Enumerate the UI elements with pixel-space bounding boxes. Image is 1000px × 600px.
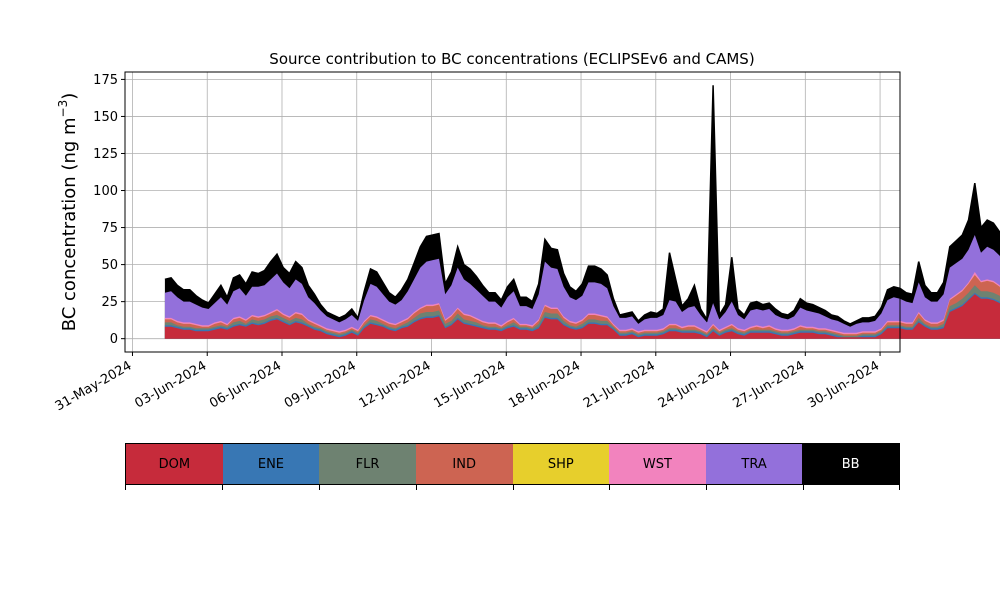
colorbar-tick — [512, 485, 514, 490]
y-tick-label: 125 — [93, 147, 118, 162]
colorbar-legend: DOM ENE FLR IND SHP WST TRA BB — [125, 443, 900, 485]
x-tick-label: 30-Jun-2024 — [805, 358, 882, 411]
x-tick-label: 27-Jun-2024 — [730, 358, 807, 411]
colorbar-ticks — [125, 485, 900, 491]
colorbar-tick — [899, 485, 900, 490]
y-tick-label: 150 — [93, 110, 118, 125]
y-axis-label-superscript: −3 — [56, 100, 70, 118]
x-tick-label: 15-Jun-2024 — [431, 358, 508, 411]
x-axis: 31-May-202403-Jun-202406-Jun-202409-Jun-… — [53, 352, 882, 414]
y-axis: 0 25 50 75 100 125 150 175 — [93, 73, 125, 347]
x-tick-label: 03-Jun-2024 — [132, 358, 209, 411]
chart-title: Source contribution to BC concentrations… — [269, 50, 754, 68]
x-tick-label: 31-May-2024 — [53, 358, 135, 414]
x-tick-label: 12-Jun-2024 — [357, 358, 434, 411]
y-axis-label-close: ) — [59, 93, 80, 100]
colorbar-tick — [318, 485, 320, 490]
y-tick-label: 75 — [101, 221, 118, 236]
y-tick-label: 50 — [101, 258, 118, 273]
plot-frame — [124, 71, 901, 353]
y-tick-label: 25 — [101, 295, 118, 310]
area-bb — [164, 85, 1000, 339]
y-tick-label: 0 — [110, 332, 118, 347]
legend-item-ene: ENE — [222, 444, 320, 484]
y-tick-label: 100 — [93, 184, 118, 199]
legend-item-shp: SHP — [512, 444, 610, 484]
x-tick-label: 24-Jun-2024 — [656, 358, 733, 411]
total-outline — [164, 85, 1000, 325]
area-layers — [164, 85, 1000, 339]
colorbar-tick — [609, 485, 611, 490]
colorbar-tick — [221, 485, 223, 490]
colorbar-tick — [415, 485, 417, 490]
colorbar-tick — [803, 485, 805, 490]
colorbar-tick — [706, 485, 708, 490]
legend-item-ind: IND — [415, 444, 513, 484]
x-tick-label: 09-Jun-2024 — [282, 358, 359, 411]
y-axis-label: BC concentration (ng m−3) — [56, 93, 80, 332]
colorbar-tick — [125, 485, 126, 490]
legend-item-flr: FLR — [319, 444, 416, 484]
y-axis-label-main: BC concentration (ng m — [59, 117, 80, 331]
area-dom — [164, 294, 1000, 339]
x-tick-label: 21-Jun-2024 — [581, 358, 658, 411]
legend-item-wst: WST — [609, 444, 706, 484]
x-tick-label: 18-Jun-2024 — [506, 358, 583, 411]
y-tick-label: 175 — [93, 73, 118, 88]
legend-item-bb: BB — [802, 444, 899, 484]
x-tick-label: 06-Jun-2024 — [207, 358, 284, 411]
legend-item-dom: DOM — [126, 444, 223, 484]
legend-item-tra: TRA — [705, 444, 803, 484]
area-tra — [164, 235, 1000, 339]
